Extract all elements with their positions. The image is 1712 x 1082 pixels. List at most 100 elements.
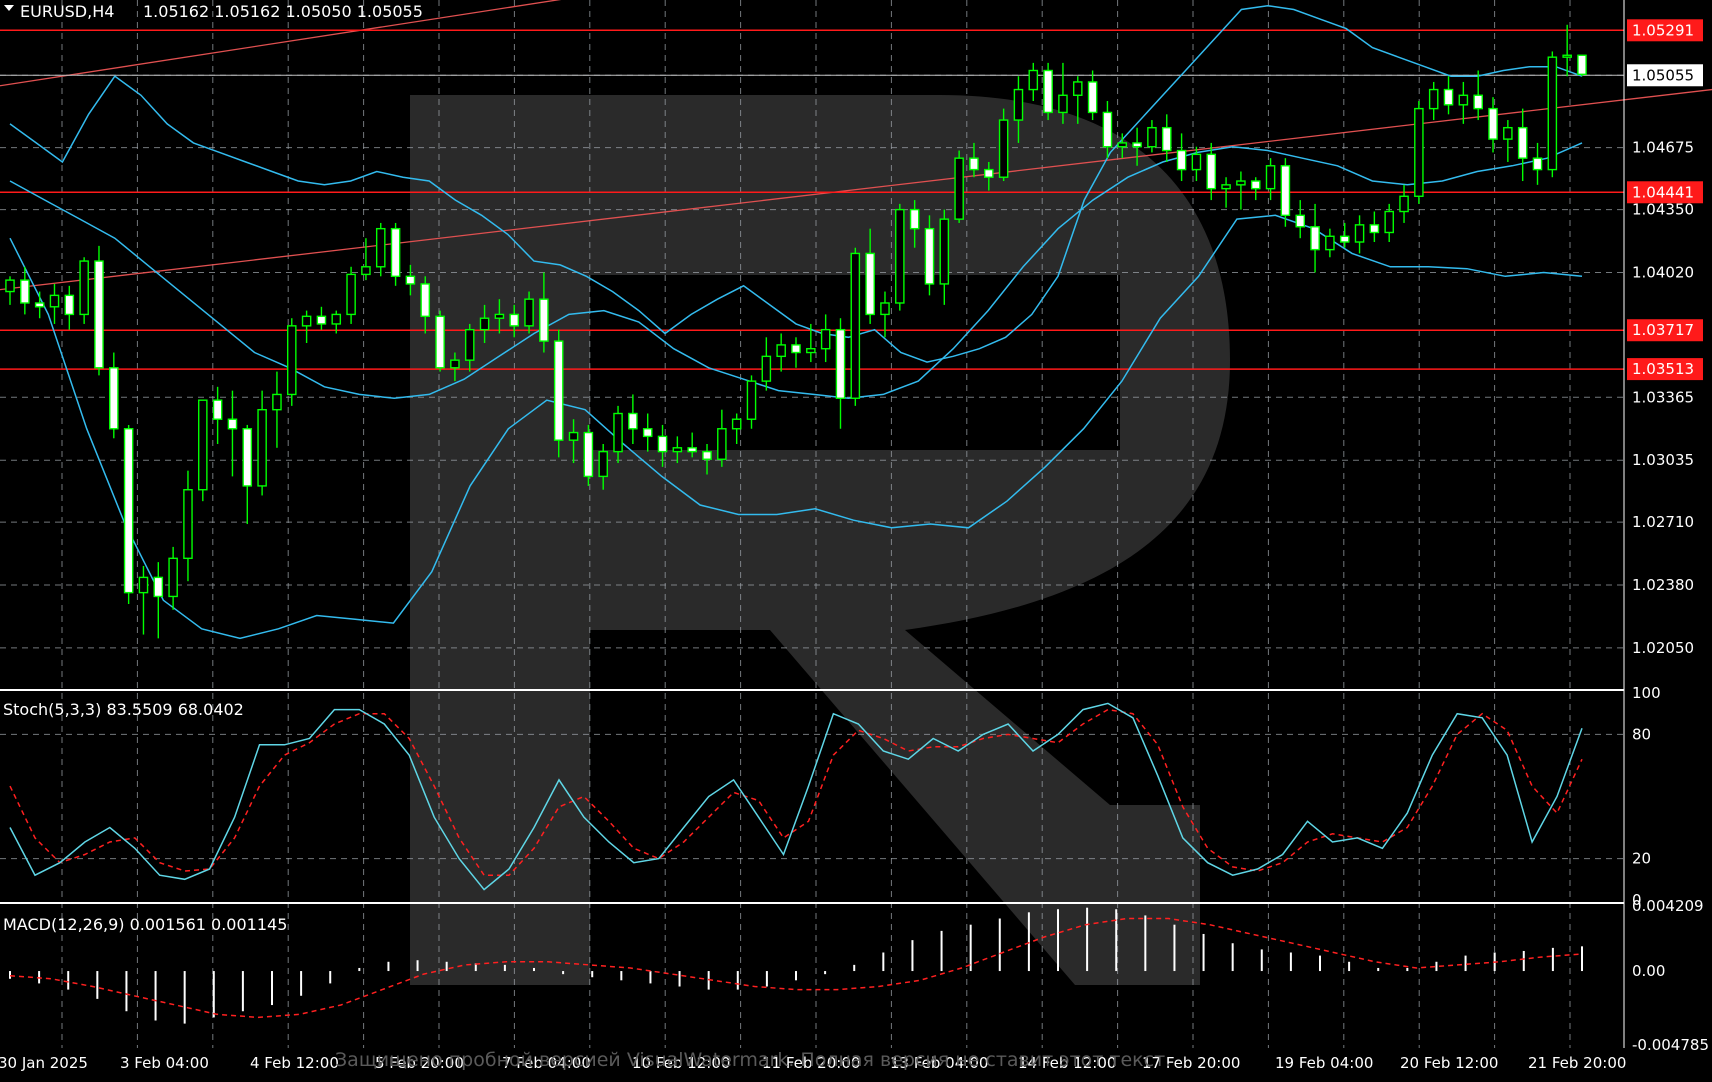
candle-bear [702,450,712,460]
candle-bull [1013,88,1024,121]
candle-bear [316,315,327,325]
candle-bear [1532,157,1543,171]
level-tag-label: 1.03513 [1632,360,1694,378]
candle-bull [895,208,905,304]
price-axis-label: 1.04020 [1632,263,1694,281]
candle-bull [613,412,623,453]
candle-bull [1221,184,1231,190]
current-price-tag-label: 1.05055 [1632,66,1694,84]
price-axis-label: 1.04350 [1632,201,1694,219]
price-axis-label: 1.02710 [1632,513,1694,531]
stoch-signal-line [9,708,1583,876]
candle-bull [1191,153,1202,171]
candle-bull [806,348,816,354]
menu-triangle-icon[interactable] [4,5,14,11]
candle-bear [1087,81,1098,114]
candle-bear [227,418,238,430]
bollinger-upper [9,4,1583,363]
candle-bull [939,218,950,285]
macd-axis: 0.004209 0.00 -0.004785 [1632,897,1709,1054]
time-axis-label: 17 Feb 20:00 [1142,1054,1240,1072]
candle-bear [1310,226,1320,251]
candle-bull [1117,142,1128,148]
stoch-main-line [9,702,1583,891]
price-axis-label: 1.02050 [1632,639,1694,657]
candle-bull [820,328,831,350]
candle-bull [776,344,786,358]
candle-bull [1428,88,1439,110]
candle-bull [375,227,386,268]
price-axis-label: 1.02380 [1632,576,1694,594]
candle-bull [598,450,608,478]
candle-bull [1354,224,1365,243]
time-axis-label: 21 Feb 20:00 [1528,1054,1626,1072]
candle-bear [924,227,935,285]
macd-axis-label: -0.004785 [1632,1036,1709,1054]
ohlc-readout: 1.05162 1.05162 1.05050 1.05055 [143,2,423,21]
candle-bull [672,447,683,453]
candle-bear [64,294,75,316]
bollinger-lower [9,214,1583,640]
candle-bull [1384,210,1394,234]
bollinger-bands [9,4,1583,640]
candle-bull [168,557,178,598]
stoch-axis-label: 80 [1632,725,1651,743]
candle-bear [791,344,801,354]
candle-bull [494,313,505,319]
macd-axis-label: 0.004209 [1632,897,1704,915]
candle-bear [553,340,564,441]
time-axis-label: 13 Feb 04:00 [890,1054,988,1072]
watermark-logo [410,95,1230,985]
candle-bull [183,489,193,560]
candle-bull [1503,126,1513,140]
stoch-axis-label: 0 [1632,891,1642,909]
time-axis: 30 Jan 2025 3 Feb 04:00 4 Feb 12:00 5 Feb 2… [0,1054,1626,1072]
candle-bull [850,252,861,399]
candle-bull [524,298,534,327]
price-axis-label: 1.03365 [1632,388,1694,406]
candle-bull [1458,94,1469,106]
candle-bull [880,302,890,316]
candle-bull [1265,165,1276,190]
time-axis-label: 30 Jan 2025 [0,1054,88,1072]
candle-bear [984,168,994,178]
time-axis-label: 5 Feb 20:00 [375,1054,464,1072]
candle-bear [628,412,638,430]
candle-bull [954,157,964,220]
price-axis-label: 1.04675 [1632,139,1694,157]
trend-line-upper [0,0,562,87]
level-tag-label: 1.05291 [1632,21,1694,39]
stoch-axis: 100 80 20 0 [1632,684,1661,909]
candle-bear [1102,111,1113,148]
time-axis-label: 7 Feb 04:00 [502,1054,591,1072]
level-tag-label: 1.04441 [1632,183,1694,201]
time-axis-label: 19 Feb 04:00 [1275,1054,1373,1072]
candle-bull [1325,235,1335,251]
candle-bear [865,252,875,316]
stoch-axis-label: 20 [1632,850,1651,868]
candle-bull [272,393,282,411]
candle-bear [1577,54,1587,76]
candle-bull [450,359,460,369]
candle-bear [109,367,119,430]
candle-bull [346,273,356,316]
candle-bull [1562,54,1572,58]
candle-bear [20,279,30,304]
time-axis-label: 11 Feb 20:00 [762,1054,860,1072]
watermark-text: Защищено пробной версией VisualWatermark… [335,1049,1171,1071]
candle-bull [1547,56,1558,171]
candle-bear [1206,153,1217,190]
candle-bear [509,313,520,327]
candle-bear [1250,180,1261,190]
horizontal-levels[interactable] [0,0,1712,370]
candle-bear [153,576,164,598]
time-axis-label: 4 Feb 12:00 [250,1054,339,1072]
candle-bear [405,275,416,285]
macd-histogram [9,907,1583,1024]
level-tag-bg [1627,358,1703,381]
candle-bear [390,227,401,278]
candle-bull [361,266,371,276]
candle-bear [1517,126,1528,159]
